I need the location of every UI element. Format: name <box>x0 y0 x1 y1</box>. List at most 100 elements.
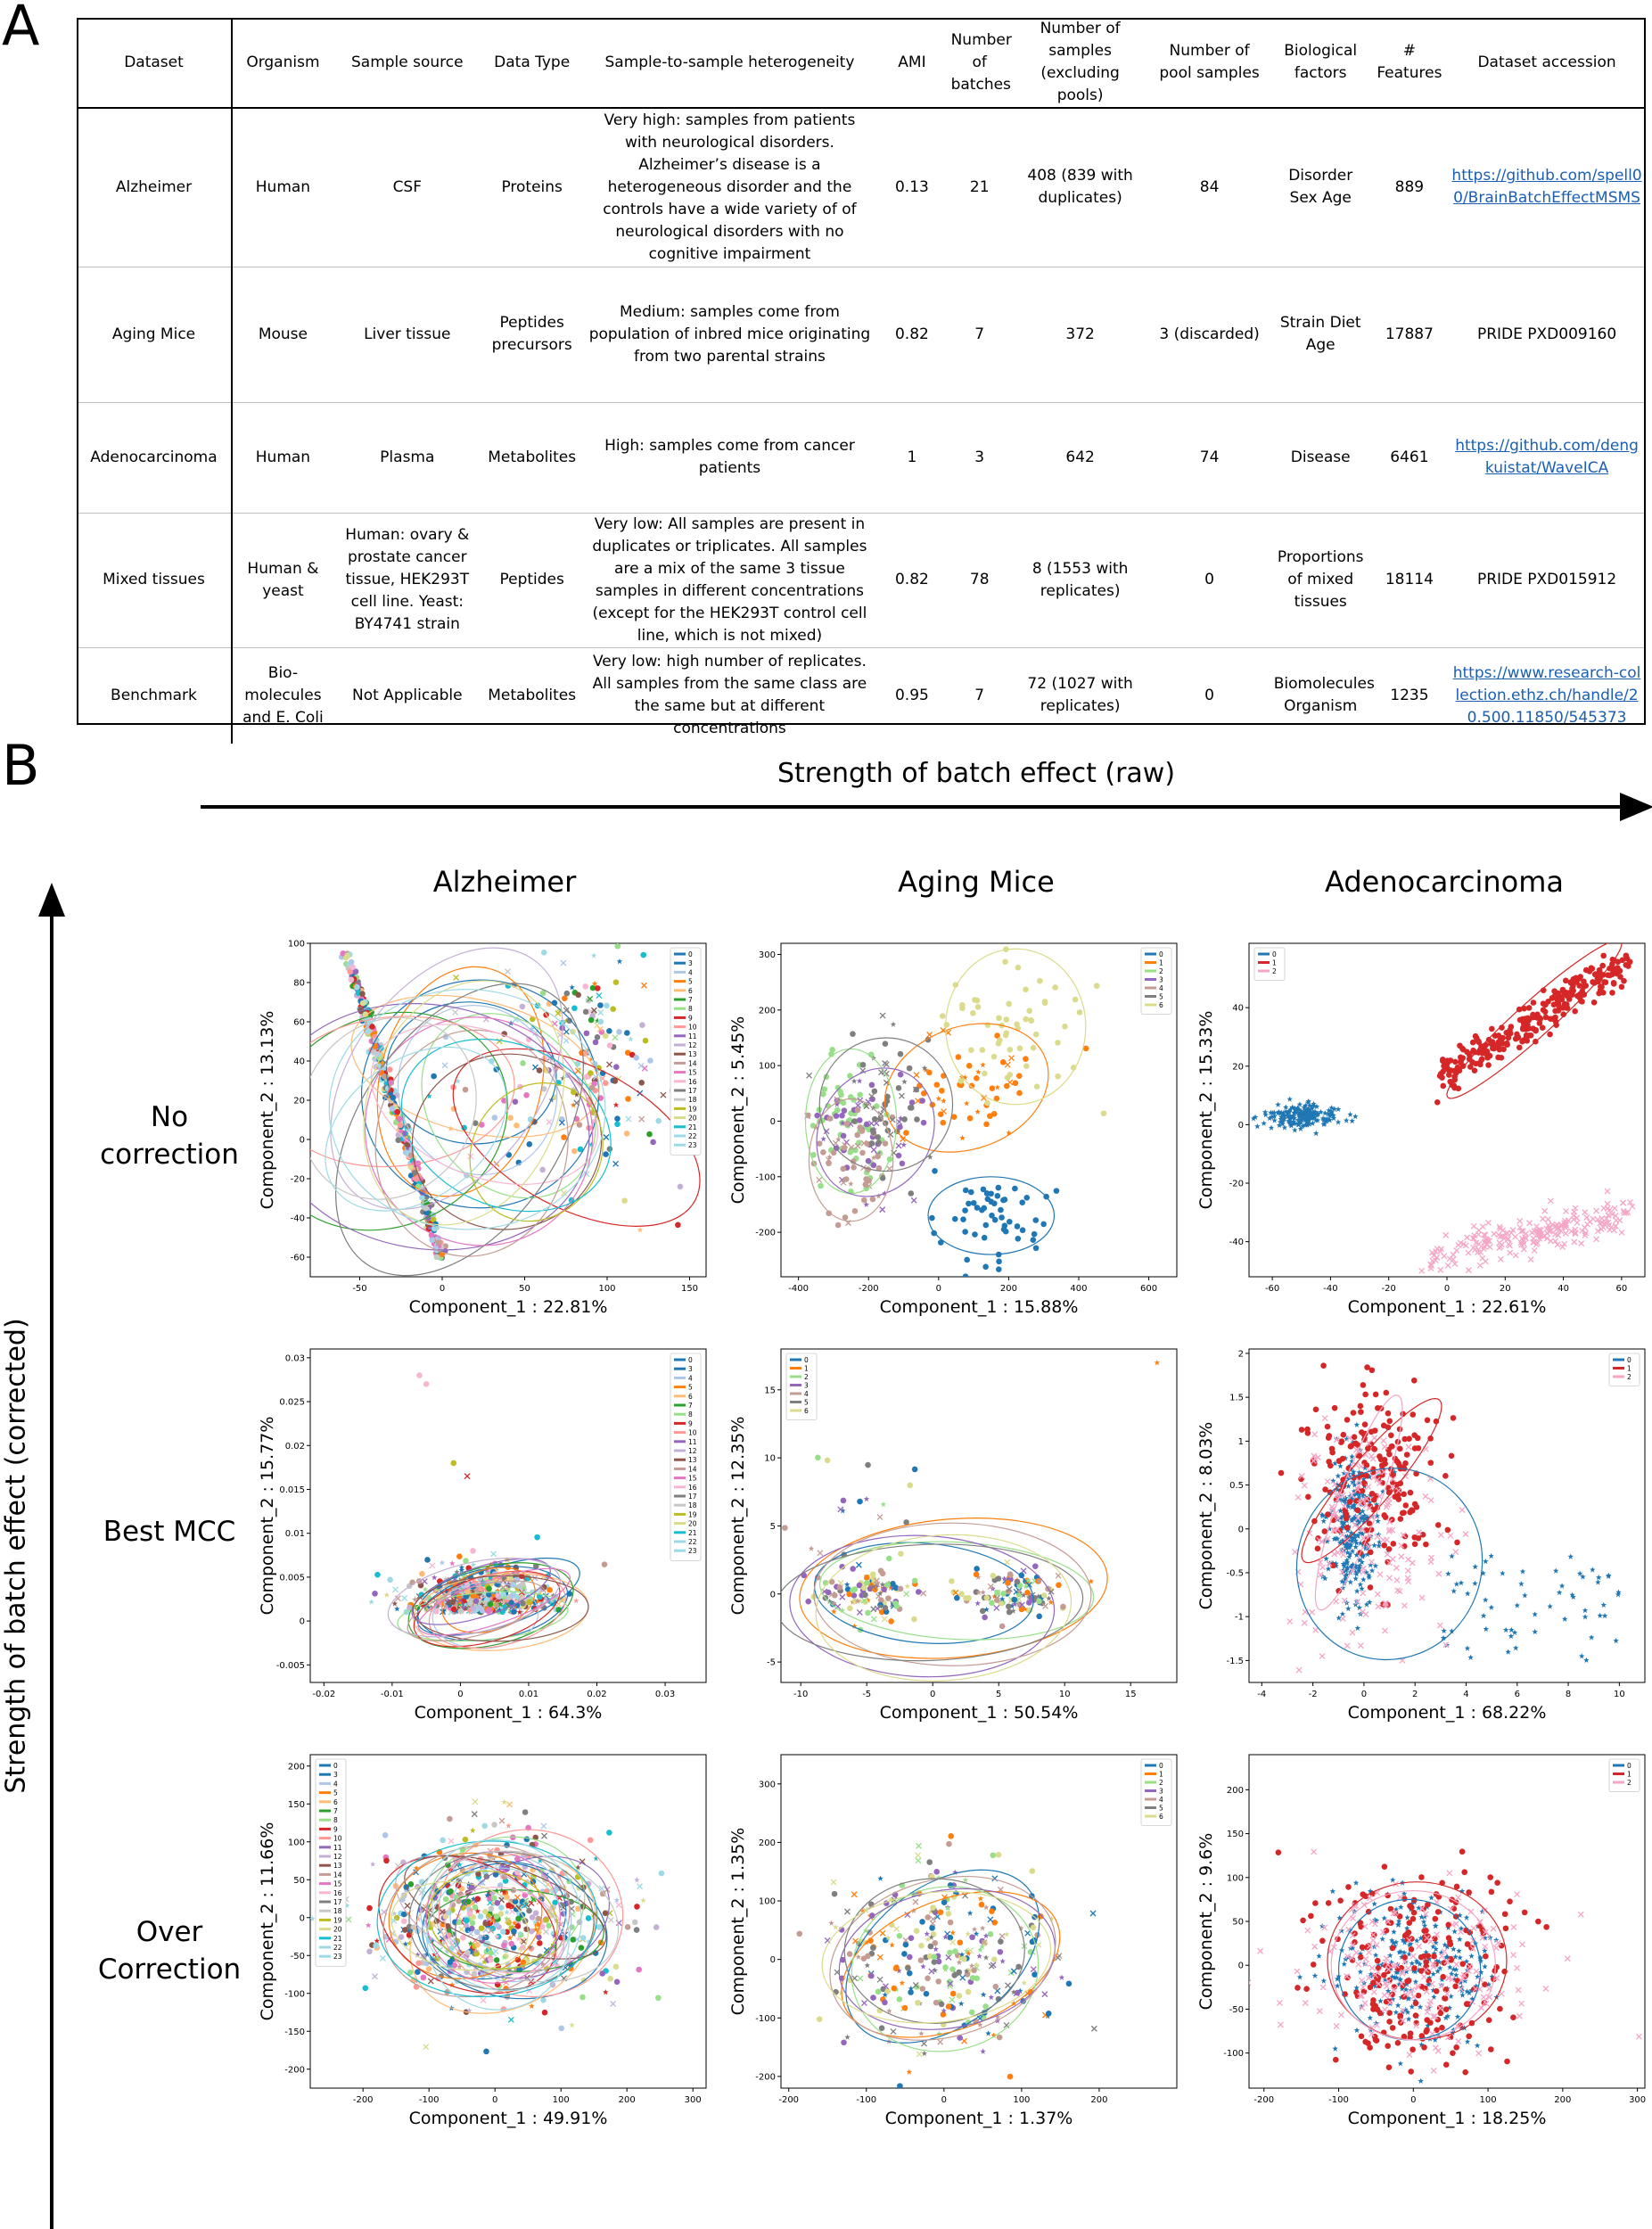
data-point <box>1032 1563 1039 1569</box>
data-point <box>878 2025 885 2031</box>
legend-label: 2 <box>804 1373 809 1381</box>
legend-label: 7 <box>333 1807 338 1815</box>
dataset-accession-link[interactable]: https://github.com/dengkuistat/WaveICA <box>1455 437 1639 477</box>
data-point <box>606 1061 612 1068</box>
data-point <box>1447 1964 1453 1970</box>
y-tick-label: -60 <box>291 1254 305 1263</box>
confidence-ellipse <box>1301 1398 1442 1564</box>
confidence-ellipse <box>431 1850 620 1983</box>
data-point <box>870 1995 876 2001</box>
data-point <box>999 1933 1006 1940</box>
data-point <box>765 1919 770 1924</box>
data-point <box>507 1114 514 1122</box>
y-tick-label: 0 <box>770 1117 776 1127</box>
data-point <box>520 1060 526 1066</box>
data-point <box>514 1576 521 1583</box>
data-point <box>434 1593 441 1600</box>
data-point <box>516 1945 523 1952</box>
table-cell-samples: 8 (1553 with replicates) <box>1031 559 1129 600</box>
data-point <box>431 1225 438 1232</box>
data-point <box>1459 1507 1466 1514</box>
data-point <box>1333 1436 1340 1444</box>
x-tick-label: 0.01 <box>519 1690 538 1699</box>
data-point <box>603 1080 609 1087</box>
data-point <box>458 1926 465 1933</box>
data-point <box>539 1918 546 1925</box>
data-point <box>1350 1502 1357 1509</box>
x-tick-label: 2 <box>1412 1690 1418 1699</box>
data-point <box>1500 1034 1506 1041</box>
data-point <box>1464 1645 1471 1651</box>
axes-frame <box>1248 1754 1646 2089</box>
data-point <box>926 1859 933 1865</box>
data-point <box>449 1599 456 1606</box>
data-point <box>892 1965 900 1972</box>
data-point <box>490 1592 497 1599</box>
data-point <box>1484 1220 1492 1226</box>
legend-label: 19 <box>688 1105 697 1113</box>
data-point <box>1003 1931 1010 1937</box>
data-point <box>1336 1588 1342 1594</box>
data-point <box>1562 1616 1568 1622</box>
data-point <box>1353 1498 1360 1504</box>
legend-label: 2 <box>1627 1373 1631 1381</box>
legend-label: 4 <box>333 1780 338 1788</box>
data-point <box>842 1176 850 1182</box>
dataset-accession-link[interactable]: https://www.research-collection.ethz.ch/… <box>1452 663 1641 727</box>
legend-label: 0 <box>1627 1356 1631 1364</box>
data-point <box>1316 1536 1323 1543</box>
data-point <box>569 1924 575 1930</box>
data-point <box>1396 1445 1403 1452</box>
table-cell-factors: Disorder Sex Age <box>1288 167 1353 208</box>
data-point <box>504 1909 510 1915</box>
data-point <box>599 1890 606 1897</box>
data-point <box>890 1581 896 1587</box>
data-point <box>987 1113 993 1120</box>
data-point <box>634 1877 640 1883</box>
data-point <box>507 2016 514 2023</box>
data-point <box>1574 1214 1581 1221</box>
data-point <box>547 1586 553 1593</box>
data-point <box>571 1089 577 1096</box>
data-point <box>489 1901 496 1907</box>
data-point <box>999 1958 1006 1964</box>
dataset-accession-link[interactable]: https://github.com/spell00/BrainBatchEff… <box>1451 167 1642 208</box>
data-point <box>525 1036 532 1043</box>
data-point <box>347 968 354 975</box>
data-point <box>1345 1605 1352 1612</box>
y-tick-label: 0.005 <box>279 1573 305 1583</box>
x-tick-label: -60 <box>1265 1284 1279 1294</box>
data-point <box>1377 1539 1383 1545</box>
data-point <box>998 1206 1004 1213</box>
data-point <box>884 1093 891 1100</box>
data-point <box>833 1923 839 1930</box>
data-point <box>490 1895 497 1902</box>
data-point <box>467 1930 474 1937</box>
data-point <box>973 1571 980 1578</box>
data-point <box>1037 977 1043 984</box>
data-point <box>512 1098 519 1106</box>
data-point <box>1388 1432 1394 1439</box>
data-point <box>974 1108 981 1115</box>
data-point <box>1055 1040 1061 1046</box>
data-point <box>1030 1924 1037 1931</box>
data-point <box>1554 1241 1561 1248</box>
data-point <box>977 1896 984 1902</box>
data-point <box>1025 1594 1032 1600</box>
x-tick-label: -100 <box>856 2095 876 2105</box>
data-point <box>831 1608 837 1615</box>
data-point <box>1331 1535 1337 1542</box>
data-point <box>984 1099 990 1106</box>
data-point <box>1432 1936 1438 1942</box>
data-point <box>1451 1929 1458 1935</box>
data-point <box>1015 1235 1022 1242</box>
data-point <box>1393 1939 1400 1945</box>
data-point <box>508 1940 514 1947</box>
x-tick-label: 200 <box>619 2095 636 2105</box>
data-point <box>563 1007 570 1014</box>
data-point <box>1286 1113 1292 1120</box>
data-point <box>1349 1629 1356 1636</box>
data-point <box>1018 1572 1025 1579</box>
data-point <box>826 1154 833 1160</box>
data-point <box>1560 1011 1566 1017</box>
